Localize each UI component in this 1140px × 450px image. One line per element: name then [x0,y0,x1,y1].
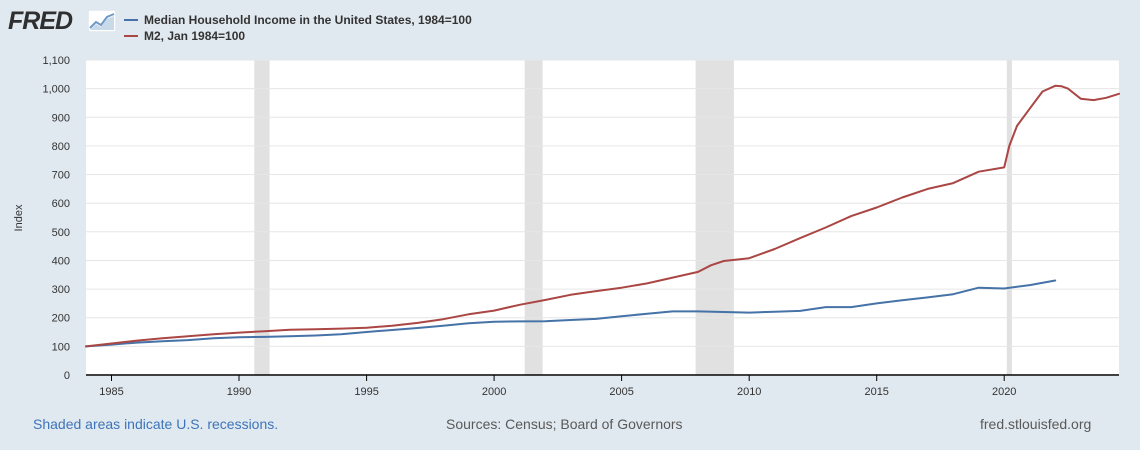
x-tick-label: 2010 [737,386,761,398]
x-tick-label: 2020 [992,386,1016,398]
recession-band [1006,60,1012,375]
recession-band [254,60,270,375]
series-line-m2[interactable] [85,84,1120,348]
legend-swatch-income [124,19,138,21]
y-tick-label: 1,000 [42,84,70,96]
x-tick-label: 2005 [609,386,633,398]
y-axis-label: Index [13,204,25,231]
recession-note-link[interactable]: Shaded areas indicate U.S. recessions. [33,416,279,432]
y-axis-ticks: 0 100 200 300 400 500 600 700 800 900 1,000 1,100 [42,55,70,382]
y-tick-label: 200 [52,313,70,325]
series-lines [85,84,1120,348]
fred-logo[interactable]: FRED [8,6,118,36]
gridlines [86,59,1119,347]
x-axis-ticks: 1985 1990 1995 2000 2005 2010 2015 2020 [99,375,1016,398]
recession-bands [254,60,1012,375]
y-tick-label: 800 [52,141,70,153]
sources-text: Sources: Census; Board of Governors [446,416,683,432]
y-tick-label: 400 [52,256,70,268]
y-tick-label: 100 [52,341,70,353]
fred-url-link[interactable]: fred.stlouisfed.org [980,416,1092,432]
recession-band [695,60,734,375]
legend-swatch-m2 [124,35,138,37]
series-line-income[interactable] [85,279,1057,348]
chart-legend: Median Household Income in the United St… [124,12,472,44]
legend-item-income[interactable]: Median Household Income in the United St… [124,12,472,28]
y-tick-label: 600 [52,198,70,210]
legend-item-m2[interactable]: M2, Jan 1984=100 [124,28,472,44]
plot-area [86,60,1119,376]
logo-text: FRED [8,7,73,35]
y-tick-label: 700 [52,170,70,182]
x-tick-label: 2015 [864,386,888,398]
x-tick-label: 1990 [227,386,251,398]
x-tick-label: 2000 [482,386,506,398]
y-tick-label: 300 [52,284,70,296]
logo-graph-icon [88,10,116,32]
recession-band [524,60,543,375]
y-tick-label: 900 [52,112,70,124]
legend-label-income: Median Household Income in the United St… [144,13,472,27]
legend-label-m2: M2, Jan 1984=100 [144,29,246,43]
y-tick-label: 500 [52,227,70,239]
x-tick-label: 1985 [99,386,123,398]
y-tick-label: 1,100 [42,55,70,67]
x-tick-label: 1995 [354,386,378,398]
y-tick-label: 0 [64,370,70,382]
